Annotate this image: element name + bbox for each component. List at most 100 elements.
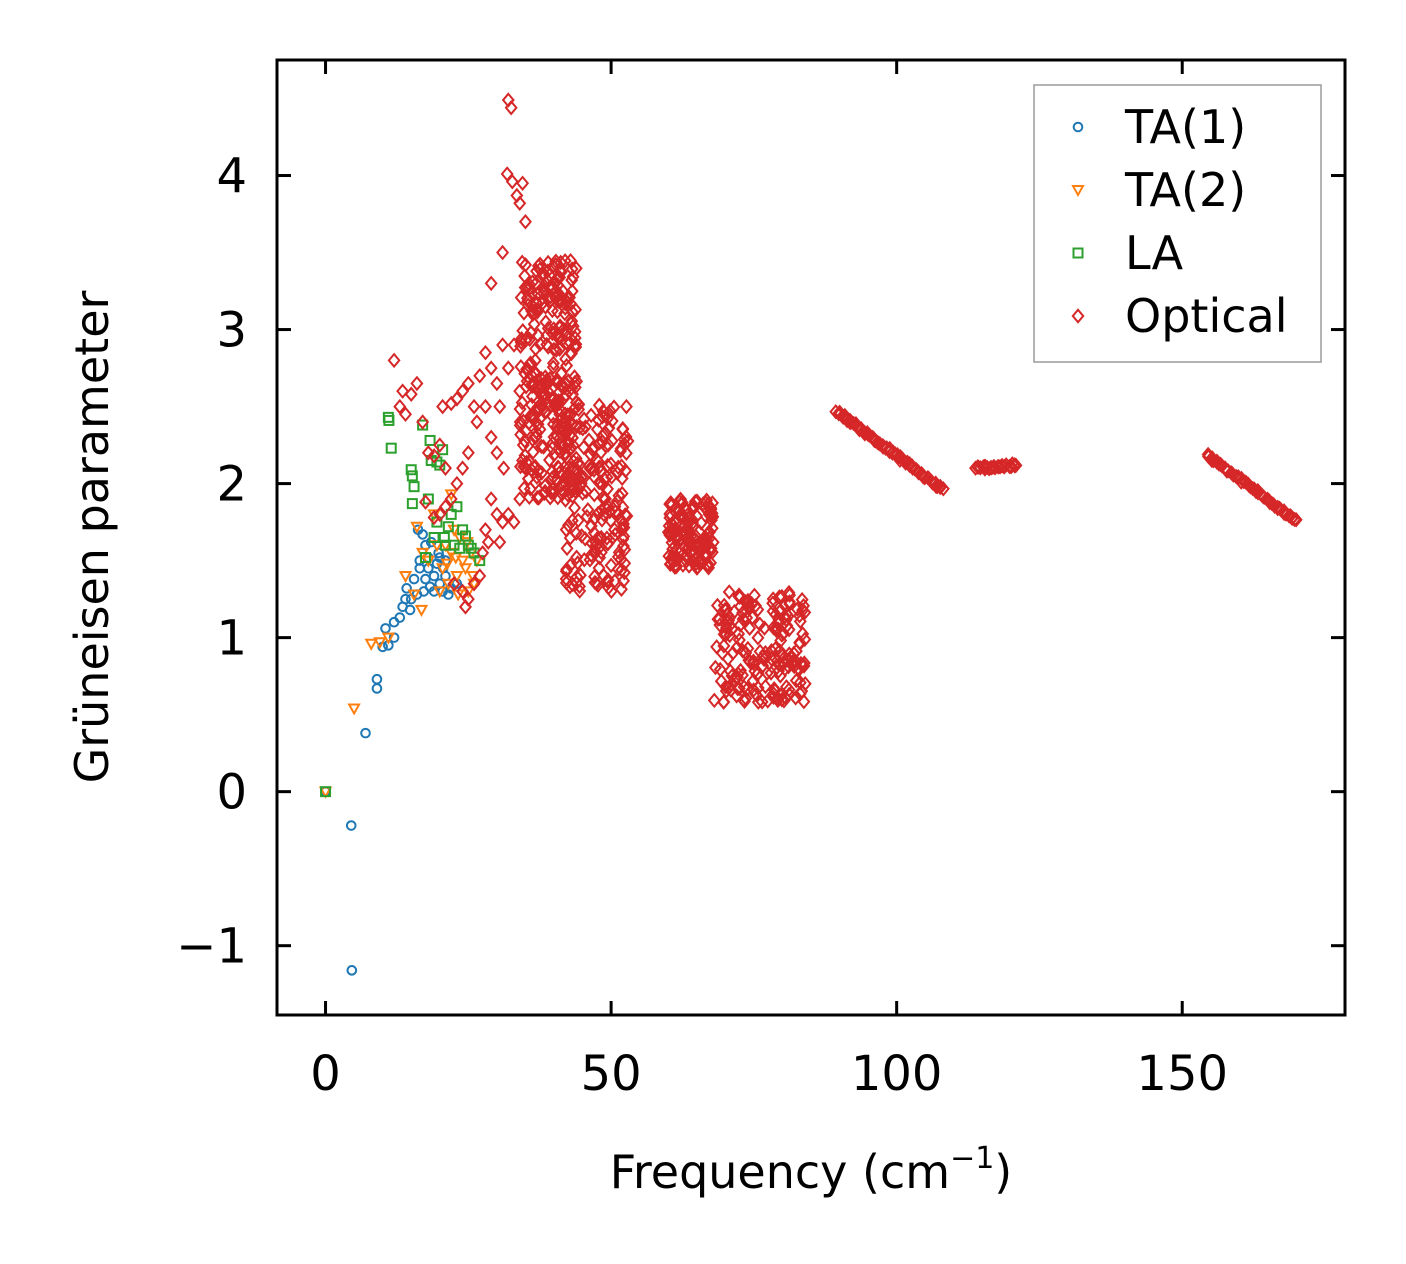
data-point — [478, 522, 492, 538]
data-point — [456, 583, 470, 600]
data-point — [433, 506, 447, 523]
data-point — [1271, 500, 1285, 517]
data-point — [662, 548, 676, 564]
data-point — [520, 330, 535, 346]
data-point — [421, 445, 435, 461]
data-point — [520, 290, 534, 306]
data-point — [776, 654, 790, 671]
data-point — [795, 683, 809, 699]
data-point — [593, 474, 607, 490]
data-point — [444, 491, 458, 507]
data-point — [526, 444, 540, 460]
data-point — [936, 481, 950, 497]
data-point — [569, 260, 583, 277]
data-point — [792, 661, 806, 678]
data-point — [541, 254, 555, 271]
x-axis-label-close: ) — [994, 1145, 1012, 1199]
data-point — [484, 275, 498, 292]
data-point — [559, 292, 573, 308]
data-point — [604, 557, 618, 574]
data-point — [407, 589, 421, 602]
data-point — [779, 679, 793, 695]
data-point — [481, 534, 495, 550]
data-point — [680, 520, 694, 537]
data-point — [594, 544, 608, 561]
data-point — [387, 352, 401, 369]
data-point — [579, 483, 593, 500]
data-point — [789, 690, 803, 706]
data-point — [615, 485, 629, 502]
data-point — [572, 396, 586, 412]
data-point — [1206, 453, 1221, 469]
data-point — [758, 678, 772, 695]
data-point — [721, 614, 735, 631]
y-tick-label: 1 — [216, 611, 247, 667]
data-point — [732, 632, 746, 648]
legend-marker — [1072, 121, 1084, 133]
data-point — [522, 453, 536, 470]
data-point — [476, 545, 490, 561]
data-point — [540, 336, 554, 353]
data-point — [584, 407, 598, 424]
data-point — [467, 575, 481, 592]
data-point — [713, 661, 727, 678]
data-point — [493, 398, 507, 415]
data-point — [484, 491, 498, 507]
data-point — [760, 665, 774, 681]
data-point — [566, 386, 580, 402]
data-point — [534, 438, 548, 455]
data-point — [710, 639, 724, 655]
data-point — [408, 573, 420, 585]
data-point — [668, 522, 682, 539]
data-point — [525, 285, 539, 302]
legend-label-optical: Optical — [1125, 289, 1287, 343]
data-points — [318, 92, 1303, 976]
data-point — [793, 634, 807, 651]
data-point — [513, 458, 527, 475]
data-point — [742, 598, 757, 615]
data-point — [473, 368, 487, 384]
legend-label-ta1: TA(1) — [1124, 100, 1246, 154]
data-point — [554, 377, 568, 394]
data-point — [525, 388, 539, 405]
data-point — [401, 583, 412, 594]
data-point — [775, 588, 789, 605]
data-point — [696, 496, 710, 512]
data-point — [587, 462, 601, 478]
data-point — [1002, 458, 1016, 475]
data-point — [587, 510, 601, 527]
data-point — [621, 433, 635, 449]
data-point — [582, 432, 596, 448]
data-point — [772, 663, 786, 679]
data-point — [398, 571, 413, 584]
data-point — [750, 666, 764, 683]
data-point — [730, 639, 744, 656]
data-point — [688, 493, 702, 510]
data-point — [555, 332, 569, 348]
data-point — [427, 448, 441, 464]
data-point — [381, 632, 396, 645]
data-point — [723, 663, 737, 679]
data-point — [573, 583, 587, 599]
data-point — [559, 521, 573, 538]
data-point — [743, 620, 757, 636]
data-point — [433, 586, 447, 599]
data-point — [424, 434, 436, 446]
data-point — [490, 375, 504, 392]
data-point — [568, 369, 582, 385]
data-point — [745, 609, 759, 626]
data-point — [572, 401, 586, 418]
data-point — [547, 321, 561, 337]
data-point — [504, 99, 518, 116]
data-point — [708, 659, 722, 676]
data-point — [427, 509, 441, 526]
data-point — [414, 604, 429, 617]
data-point — [398, 406, 413, 423]
data-point — [614, 581, 628, 597]
data-point — [748, 663, 762, 679]
data-point — [428, 532, 440, 543]
data-point — [465, 542, 477, 554]
data-point — [782, 621, 796, 638]
data-point — [721, 651, 735, 667]
data-point — [458, 599, 472, 615]
